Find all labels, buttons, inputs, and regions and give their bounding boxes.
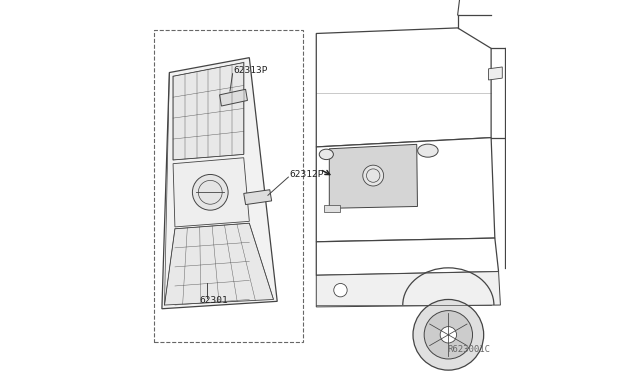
Text: 62313P: 62313P <box>234 66 268 75</box>
Polygon shape <box>316 138 495 242</box>
Circle shape <box>413 299 484 370</box>
Polygon shape <box>316 238 499 275</box>
Polygon shape <box>316 272 500 307</box>
Polygon shape <box>316 28 491 147</box>
Circle shape <box>193 174 228 210</box>
Polygon shape <box>162 58 277 309</box>
Ellipse shape <box>319 149 333 160</box>
Polygon shape <box>173 158 250 227</box>
Circle shape <box>334 283 347 297</box>
Polygon shape <box>330 144 417 208</box>
Ellipse shape <box>418 144 438 157</box>
Polygon shape <box>173 62 244 160</box>
Circle shape <box>424 311 472 359</box>
Bar <box>154 30 303 342</box>
Polygon shape <box>220 89 248 106</box>
Polygon shape <box>488 67 502 80</box>
Bar <box>324 205 340 212</box>
Circle shape <box>363 165 383 186</box>
Text: 62312P: 62312P <box>289 170 324 179</box>
Text: 62301: 62301 <box>199 296 228 305</box>
Polygon shape <box>244 190 271 205</box>
Text: R623001C: R623001C <box>447 345 490 354</box>
Polygon shape <box>164 223 273 305</box>
FancyArrowPatch shape <box>323 170 330 174</box>
Circle shape <box>440 327 456 343</box>
